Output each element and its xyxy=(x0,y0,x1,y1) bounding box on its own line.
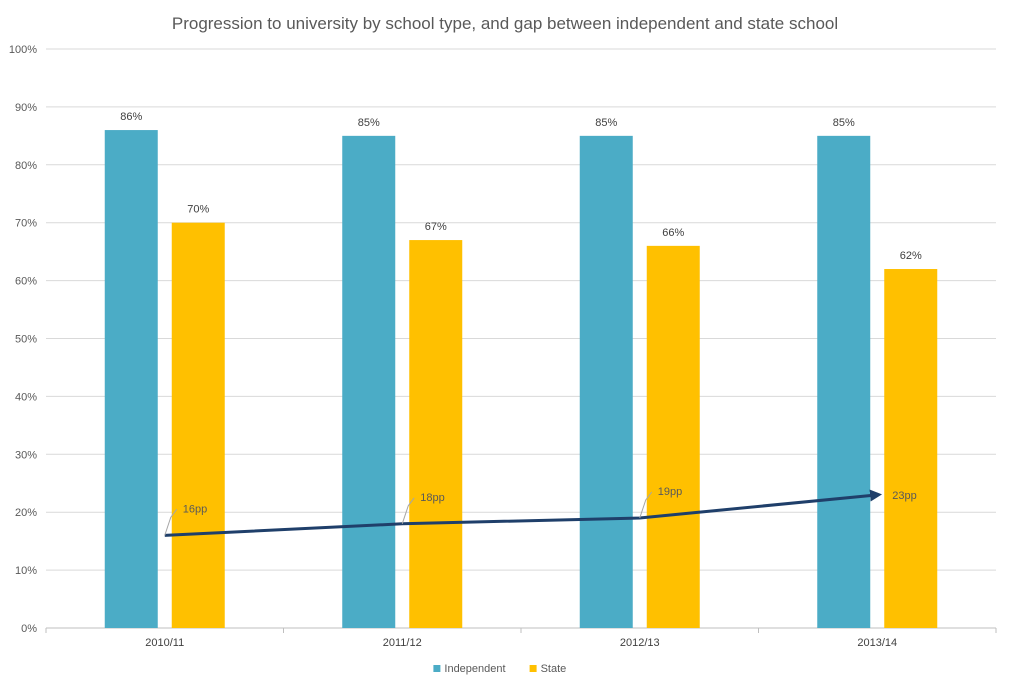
legend-label-state: State xyxy=(541,663,567,675)
bar-independent xyxy=(579,135,633,628)
gap-label-leader xyxy=(639,491,653,519)
y-tick-label: 30% xyxy=(15,449,37,461)
legend-label-independent: Independent xyxy=(444,663,505,675)
y-tick-label: 0% xyxy=(21,623,37,635)
y-tick-label: 40% xyxy=(15,391,37,403)
gap-line-group: 16pp 18pp 19pp 23pp xyxy=(164,486,917,537)
bar-state xyxy=(409,240,463,628)
data-label-state: 66% xyxy=(662,227,684,239)
data-label-independent: 85% xyxy=(358,117,380,129)
y-tick-label: 50% xyxy=(15,334,37,346)
y-tick-label: 10% xyxy=(15,565,37,577)
x-tick-label: 2011/12 xyxy=(383,637,422,649)
data-labels: 86% 70% 85% 67% 85% 66% 85% 62% xyxy=(120,111,922,262)
bar-state xyxy=(884,269,938,628)
data-label-state: 70% xyxy=(187,204,209,216)
gap-line xyxy=(164,489,883,537)
legend-swatch-state xyxy=(529,665,537,672)
y-axis-ticks: 0% 10% 20% 30% 40% 50% 60% 70% 80% 90% 100% xyxy=(9,44,37,635)
x-tick-label: 2013/14 xyxy=(857,637,897,649)
bars xyxy=(104,130,938,629)
y-tick-label: 20% xyxy=(15,507,37,519)
data-label-independent: 85% xyxy=(833,117,855,129)
gap-label: 23pp xyxy=(892,490,916,502)
y-tick-label: 90% xyxy=(15,102,37,114)
bar-independent xyxy=(817,135,871,628)
data-label-independent: 85% xyxy=(595,117,617,129)
gap-label-leader xyxy=(401,497,415,524)
gap-label: 19pp xyxy=(658,486,682,498)
legend: Independent State xyxy=(433,663,566,675)
bar-independent xyxy=(342,135,396,628)
bar-independent xyxy=(104,130,158,628)
gap-label-leader xyxy=(164,509,178,536)
data-label-independent: 86% xyxy=(120,111,142,123)
y-tick-label: 80% xyxy=(15,160,37,172)
x-tick-label: 2012/13 xyxy=(620,637,660,649)
y-tick-label: 100% xyxy=(9,44,37,56)
bar-state xyxy=(171,222,225,628)
y-tick-label: 60% xyxy=(15,276,37,288)
data-label-state: 67% xyxy=(425,221,447,233)
x-tick-label: 2010/11 xyxy=(145,637,184,649)
bar-state xyxy=(646,245,700,629)
x-axis-ticks: 2010/11 2011/12 2012/13 2013/14 xyxy=(45,628,997,649)
legend-swatch-independent xyxy=(433,665,441,672)
y-tick-label: 70% xyxy=(15,218,37,230)
chart-title: Progression to university by school type… xyxy=(172,14,838,33)
data-label-state: 62% xyxy=(900,250,922,262)
gap-label: 16pp xyxy=(183,503,207,515)
gap-label: 18pp xyxy=(420,492,444,504)
